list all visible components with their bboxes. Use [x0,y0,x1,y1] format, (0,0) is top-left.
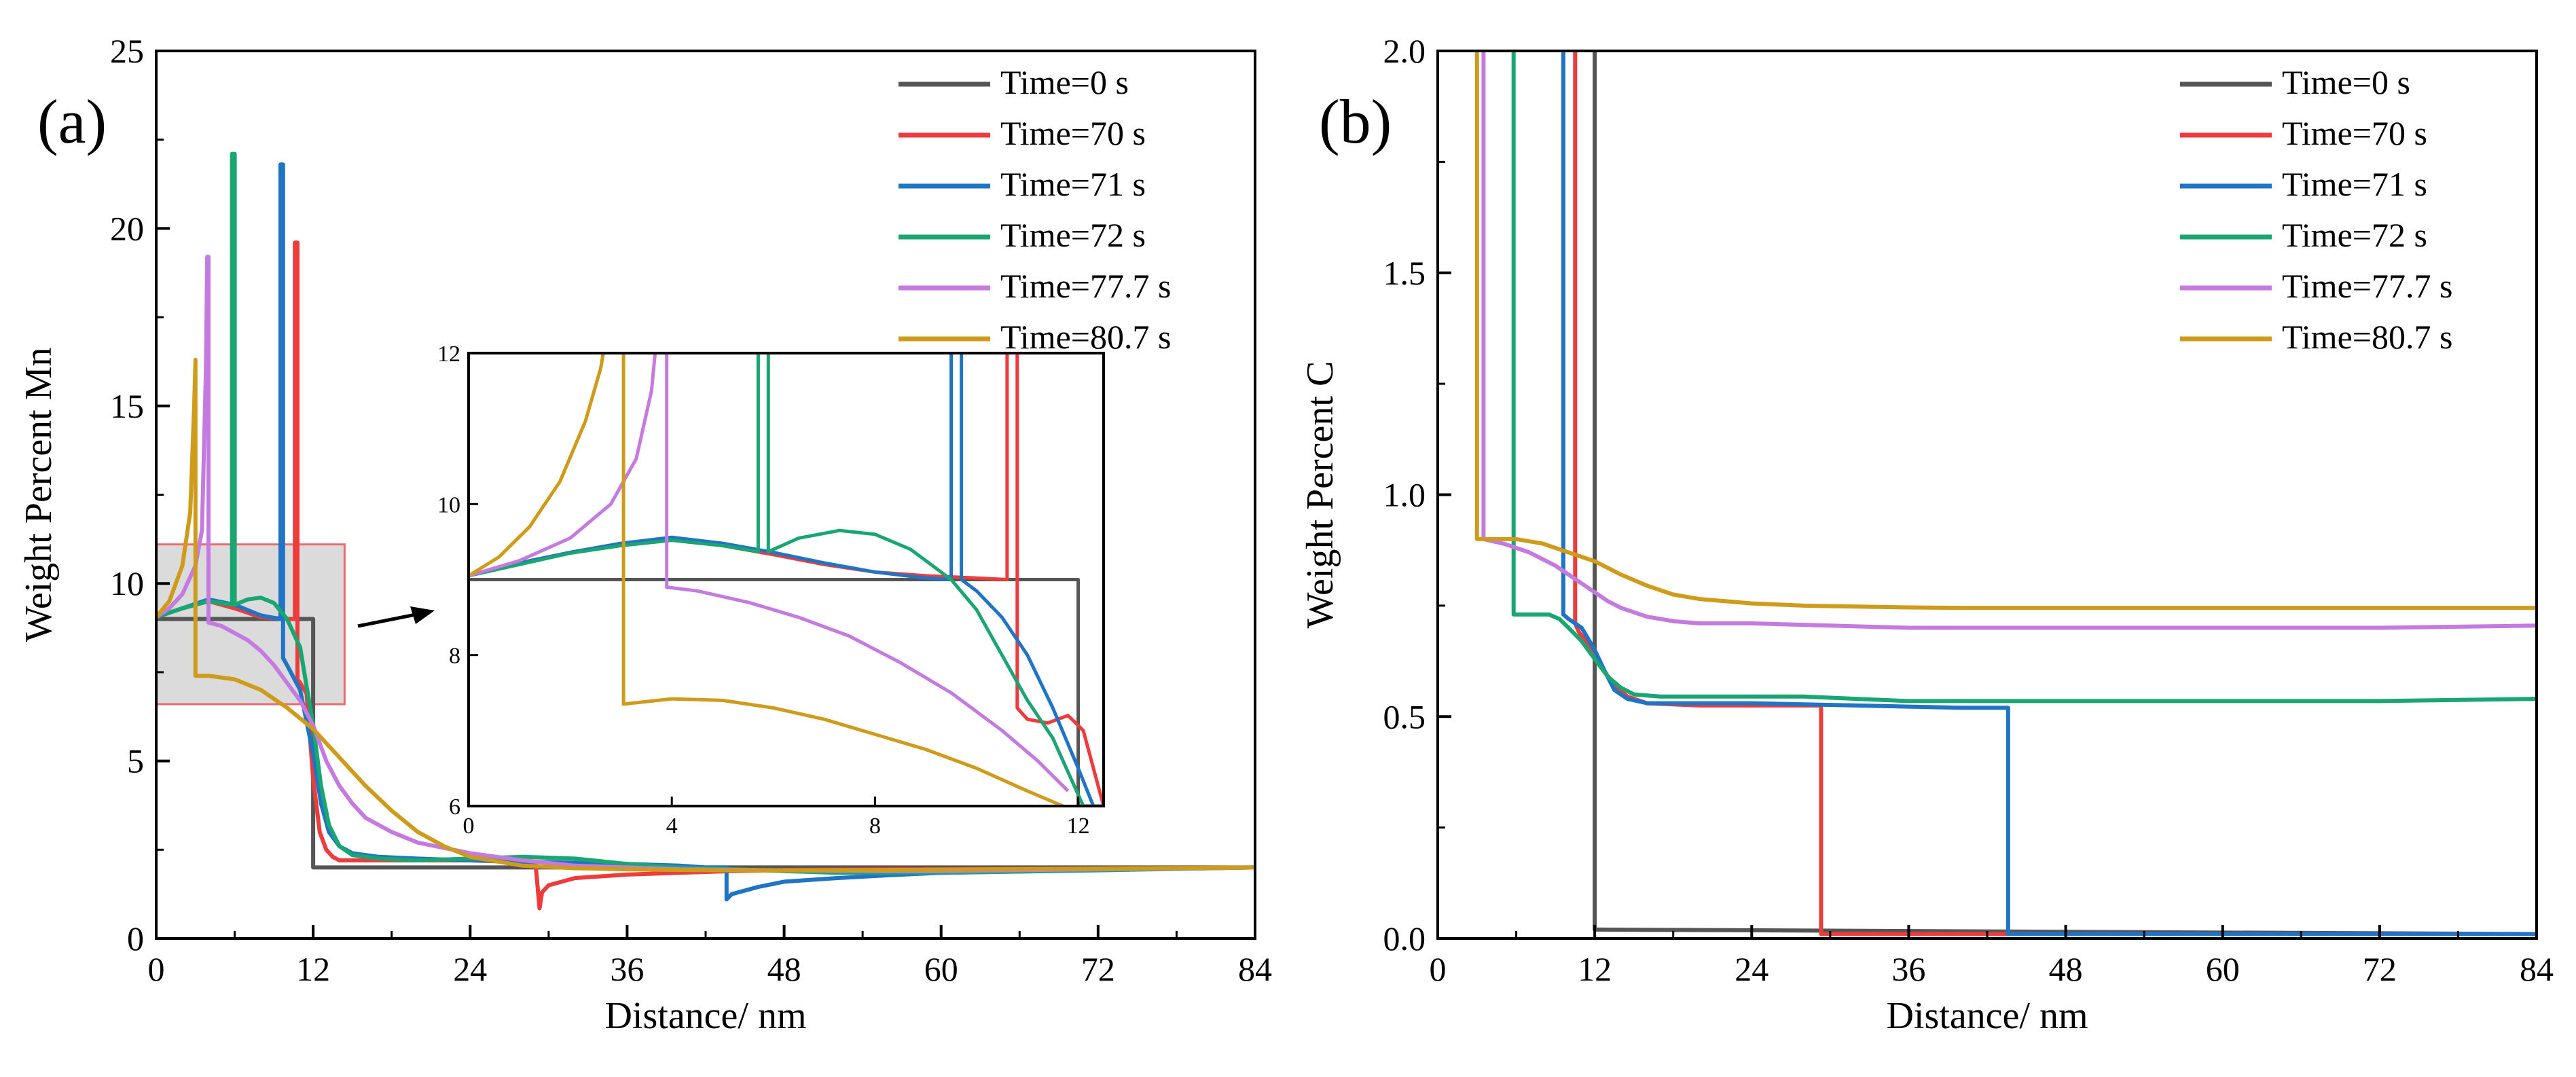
panel-b-legend-label-1: Time=70 s [2282,114,2427,152]
inset-ytick-label: 6 [449,795,460,820]
panel-b-legend-label-0: Time=0 s [2282,63,2410,101]
panel-a-ytick-label: 5 [127,742,144,780]
panel-a-legend-label-4: Time=77.7 s [1000,267,1171,305]
panel-b-series-line-3 [1511,51,2537,704]
panel-a-ytick-label: 15 [110,387,144,425]
panel-a-xtick-label: 48 [767,950,801,988]
panel-b-xtick-label: 12 [1578,950,1612,988]
panel-b-ytick-label: 0.0 [1383,919,1426,957]
panel-b-ytick-label: 1.5 [1383,254,1426,292]
panel-a-y-axis-label: Weight Percent Mn [18,347,60,642]
panel-a-legend-label-1: Time=70 s [1000,114,1146,152]
panel-a-legend-label-0: Time=0 s [1000,63,1129,101]
panel-a-axes-frame [155,50,1256,940]
panel-a-xtick-label: 0 [148,950,165,988]
inset-xtick-label: 0 [463,814,475,839]
panel-a-xtick-label: 12 [296,950,330,988]
panel-b-legend-label-2: Time=71 s [2282,165,2427,203]
inset-axes-frame [467,352,1105,807]
panel-b-xtick-label: 60 [2206,950,2240,988]
inset-xtick-label: 12 [1067,814,1090,839]
inset-xtick-label: 4 [666,814,678,839]
panel-b-xtick-label: 48 [2049,950,2083,988]
panel-a-legend-label-3: Time=72 s [1000,216,1146,254]
panel-b-xtick-label: 24 [1735,950,1768,988]
panel-a-series-line-0 [156,617,1255,870]
zoom-region-box [155,543,346,706]
panel-a-xtick-label: 60 [924,950,958,988]
panel-b-legend-label-3: Time=72 s [2282,216,2427,254]
panel-b-y-axis-label: Weight Percent C [1299,361,1341,629]
panel-a-x-axis-label: Distance/ nm [604,995,806,1037]
panel-a-xtick-label: 84 [1238,950,1272,988]
panel-b-series-line-5 [1474,51,2537,610]
panel-a-ytick-label: 10 [110,564,144,602]
panel-b-x-axis-label: Distance/ nm [1886,995,2088,1037]
panel-a-legend-label-5: Time=80.7 s [1000,318,1171,356]
zoom-arrow [357,606,435,628]
panel-a-series-line-1 [156,240,1255,911]
panel-b-xtick-label: 36 [1891,950,1925,988]
inset-series-line-3 [469,353,1085,806]
inset-xtick-label: 8 [869,814,881,839]
panel-b-series-line-4 [1481,51,2537,630]
panel-a-xtick-label: 24 [453,950,487,988]
panel-a-ytick-label: 20 [110,209,144,247]
panel-b-panel-letter: (b) [1319,87,1392,156]
panel-a-xtick-label: 72 [1081,950,1115,988]
panel-b-ytick-label: 0.5 [1383,697,1426,735]
panel-a-panel-letter: (a) [37,87,107,156]
panel-a-ytick-label: 25 [110,32,144,70]
inset-series-line-0 [469,578,1104,806]
panel-a-series-line-5 [156,357,1255,873]
panel-a-legend-label-2: Time=71 s [1000,165,1146,203]
inset-chart: 0 4 8 12 6 8 10 12 [437,342,1105,839]
panel-b-axes-frame [1436,50,2538,940]
panel-b-ytick-label: 2.0 [1383,32,1426,70]
panel-b-xtick-label: 0 [1430,950,1447,988]
panel-b-xtick-label: 72 [2363,950,2397,988]
inset-series-line-5 [469,353,1064,806]
inset-series-line-4 [469,353,1070,792]
panel-b-chart: 0 12 24 36 48 60 72 84 0.0 0.5 1.0 1.5 2.0 Distance/ … [1299,32,2554,1037]
inset-ytick-label: 12 [437,342,460,367]
panel-a-xtick-label: 36 [610,950,644,988]
panel-b-series-line-2 [1561,51,2537,936]
inset-ytick-label: 8 [449,644,460,669]
panel-a-ytick-label: 0 [127,919,144,957]
panel-b-xtick-label: 84 [2520,950,2554,988]
panel-b-ytick-label: 1.0 [1383,476,1426,514]
panel-b-legend-label-4: Time=77.7 s [2282,267,2452,305]
inset-series-line-2 [469,353,1095,806]
panel-b-legend-label-5: Time=80.7 s [2282,318,2452,356]
inset-ytick-label: 10 [437,492,460,517]
